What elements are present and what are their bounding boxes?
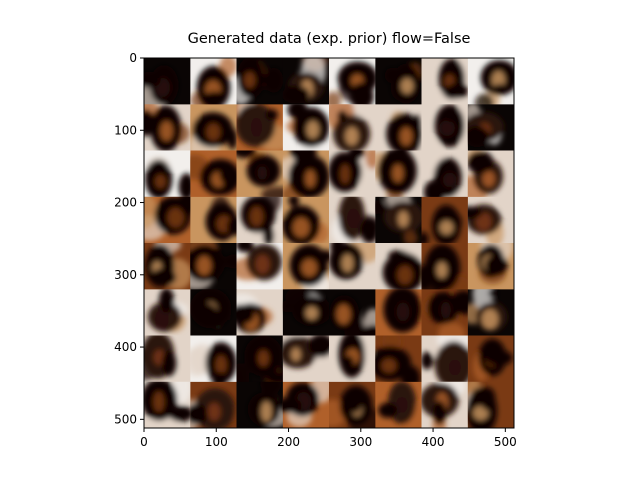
generated-tile: [375, 335, 422, 383]
y-tick-label: 500: [114, 412, 137, 426]
generated-tile: [375, 381, 422, 429]
chart-title: Generated data (exp. prior) flow=False: [187, 31, 471, 47]
x-tick-label: 300: [349, 435, 372, 449]
generated-tile: [467, 58, 515, 105]
generated-tile: [190, 104, 237, 151]
generated-tile: [421, 58, 469, 105]
generated-tile: [282, 150, 330, 198]
generated-tile: [375, 243, 422, 290]
generated-tile: [236, 381, 284, 429]
generated-tile: [375, 104, 422, 151]
y-tick-label: 100: [114, 123, 137, 137]
generated-tile: [144, 150, 191, 198]
generated-tile: [236, 104, 284, 151]
generated-tile: [421, 150, 469, 198]
generated-tile: [144, 196, 191, 244]
generated-tile: [282, 335, 330, 383]
generated-tile: [190, 150, 237, 198]
y-tick-label: 400: [114, 340, 137, 354]
generated-tile: [144, 335, 191, 383]
generated-tile: [144, 58, 191, 105]
generated-tile: [375, 58, 422, 105]
generated-tile: [144, 104, 191, 151]
x-tick-label: 400: [422, 435, 445, 449]
generated-tile: [236, 196, 284, 244]
generated-tile: [190, 289, 237, 336]
generated-tile: [375, 150, 422, 198]
generated-tile: [190, 243, 237, 290]
generated-tile: [282, 104, 330, 151]
generated-tile: [329, 104, 376, 151]
generated-tile: [329, 243, 376, 290]
generated-tile: [144, 289, 191, 336]
generated-tile: [421, 381, 469, 429]
x-tick-label: 0: [140, 435, 148, 449]
generated-tile: [236, 150, 284, 198]
generated-tile: [329, 196, 376, 244]
generated-tile: [467, 243, 515, 290]
generated-tile: [329, 289, 376, 336]
generated-tile: [421, 104, 469, 151]
generated-tile: [236, 289, 284, 336]
generated-tile: [282, 243, 330, 290]
generated-tile: [190, 335, 237, 383]
axes-frame: [143, 57, 515, 429]
image-tiles: [144, 58, 515, 429]
x-tick-label: 100: [205, 435, 228, 449]
generated-tile: [421, 289, 469, 336]
generated-tile: [144, 243, 191, 290]
y-tick-label: 300: [114, 268, 137, 282]
generated-tile: [282, 196, 330, 244]
generated-tile: [236, 243, 284, 290]
generated-tile: [329, 150, 376, 198]
generated-tile: [329, 58, 376, 105]
generated-tile: [282, 381, 330, 429]
generated-tile: [282, 289, 330, 336]
generated-tile: [467, 104, 515, 151]
x-axis: 0 100 200 300 400 500: [140, 428, 517, 449]
generated-tile: [282, 58, 330, 105]
generated-tile: [329, 335, 376, 383]
generated-tile: [467, 150, 515, 198]
y-axis: 0 100 200 300 400 500: [114, 51, 144, 426]
generated-tile: [190, 196, 237, 244]
generated-tile: [421, 243, 469, 290]
generated-tile: [467, 196, 515, 244]
generated-tile: [329, 381, 376, 429]
y-tick-label: 200: [114, 196, 137, 210]
generated-tile: [236, 58, 284, 105]
generated-tile: [144, 381, 191, 429]
generated-tile: [421, 335, 469, 383]
generated-tile: [467, 289, 515, 336]
x-tick-label: 200: [277, 435, 300, 449]
generated-tile: [375, 196, 422, 244]
generated-tile: [190, 58, 237, 105]
generated-tile: [467, 381, 515, 429]
x-tick-label: 500: [494, 435, 517, 449]
generated-tile: [236, 335, 284, 383]
generated-tile: [467, 335, 515, 383]
generated-tile: [421, 196, 469, 244]
y-tick-label: 0: [129, 51, 137, 65]
generated-tile: [190, 381, 237, 429]
generated-tile: [375, 289, 422, 336]
